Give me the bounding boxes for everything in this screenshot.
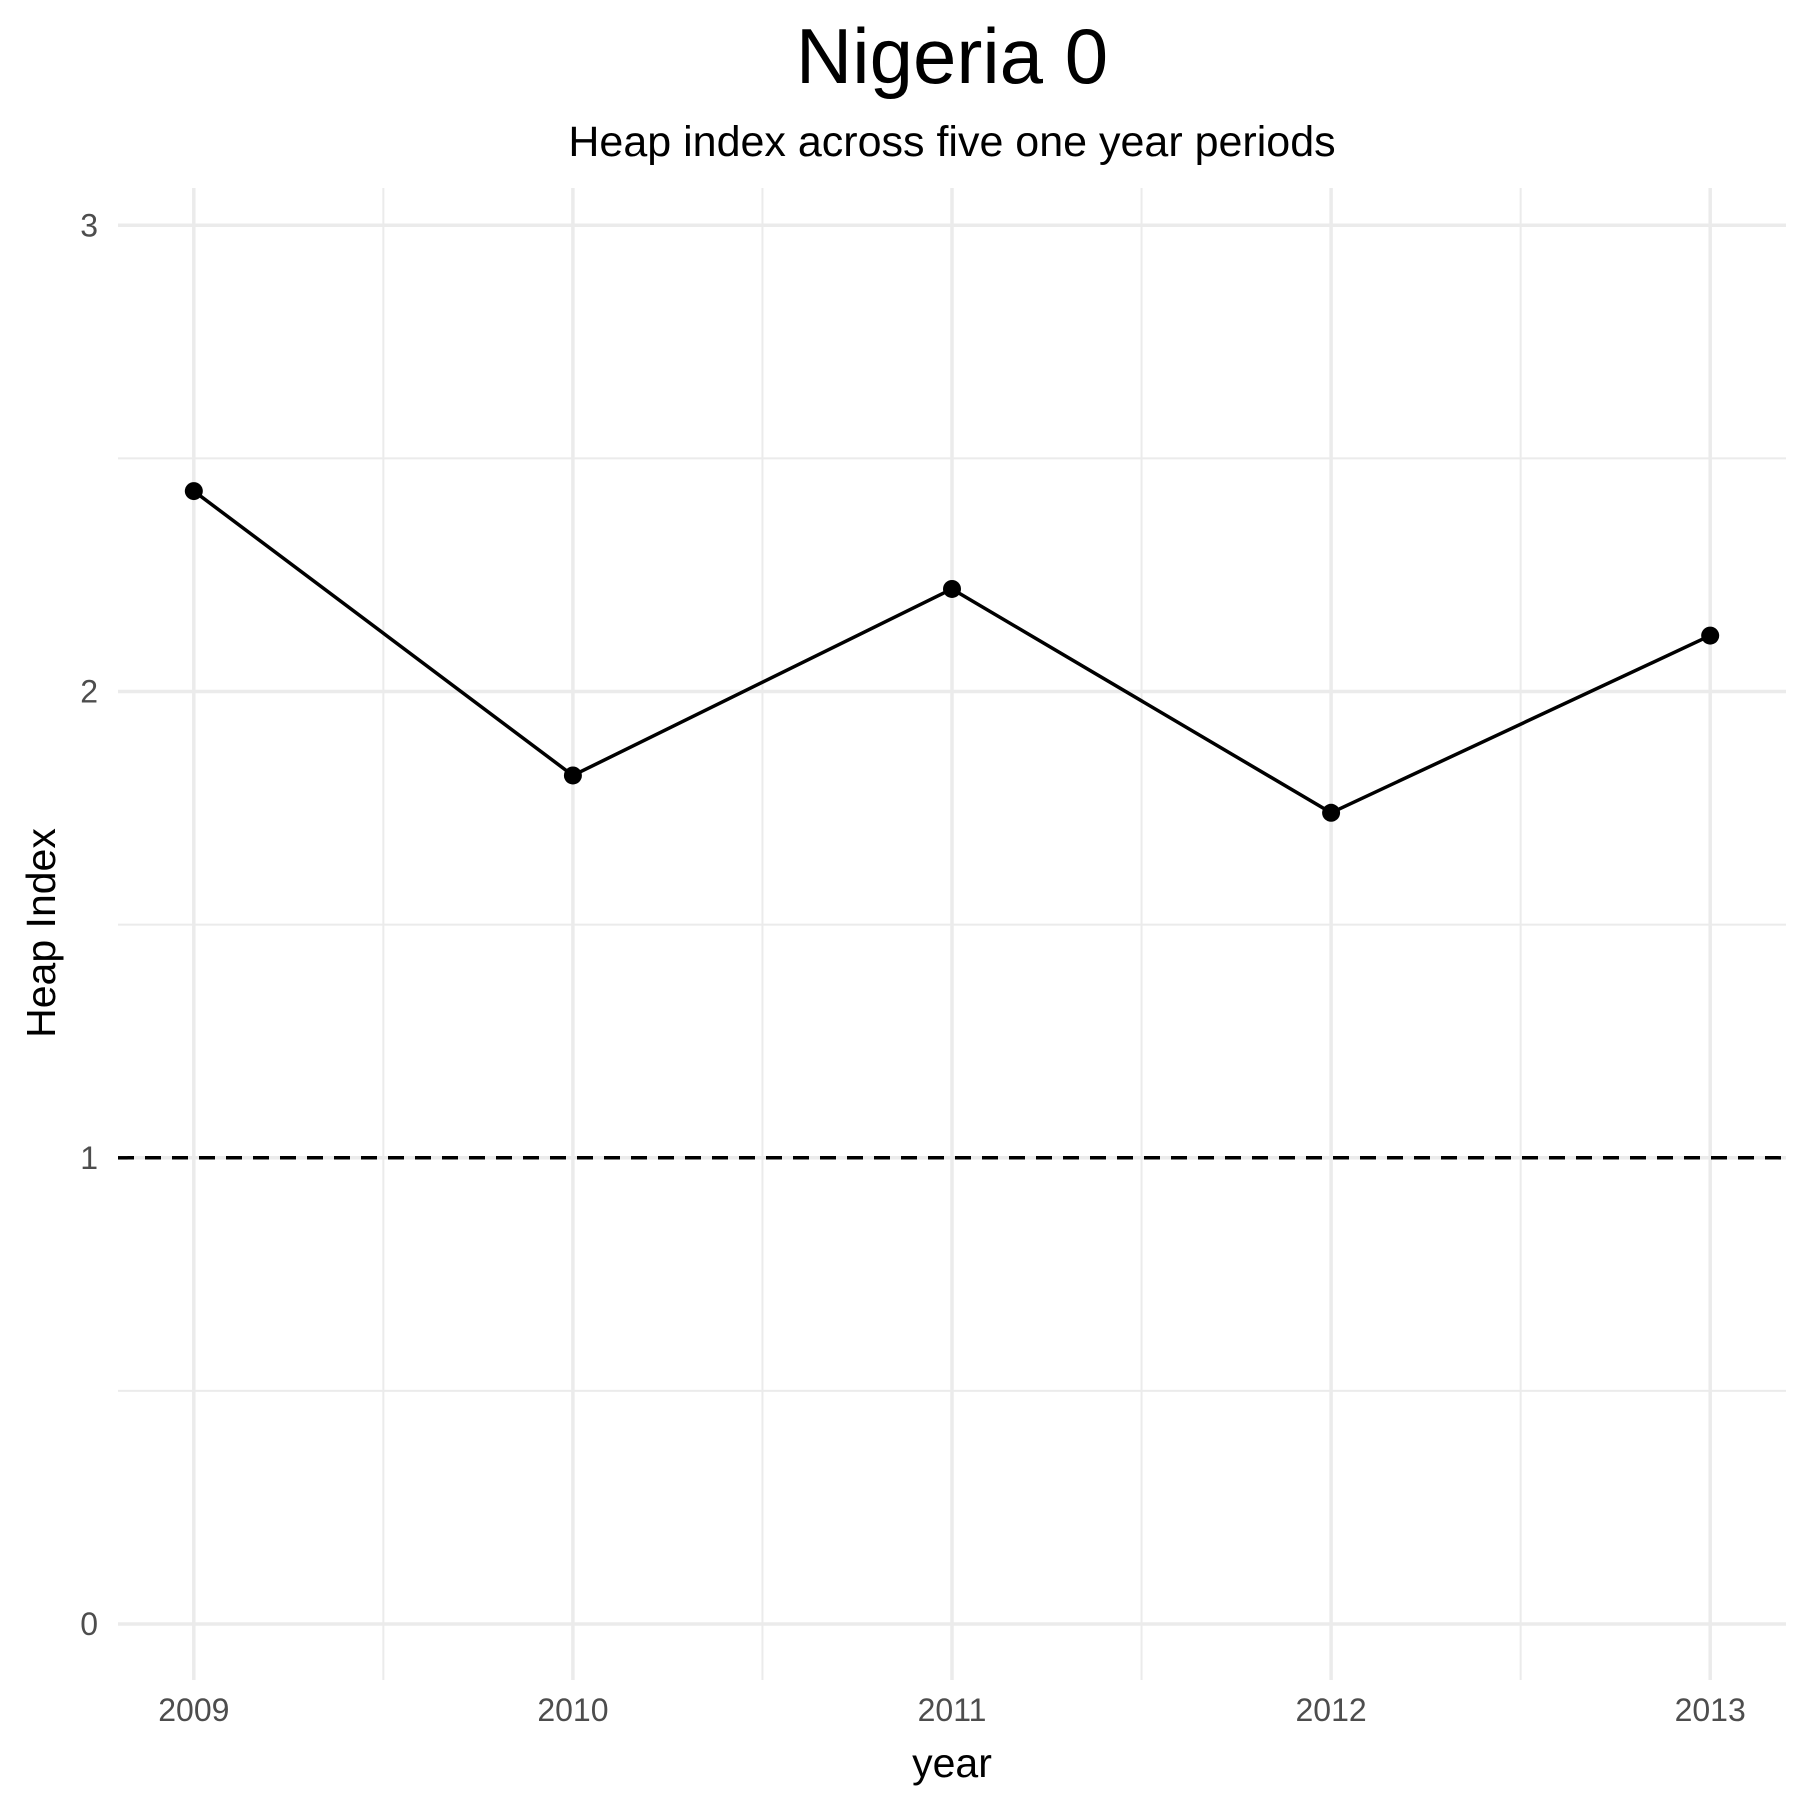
x-axis-title: year — [912, 1740, 992, 1786]
y-axis-ticks: 0 1 2 3 — [80, 207, 98, 1642]
data-point — [563, 766, 582, 785]
x-tick-label: 2013 — [1675, 1692, 1746, 1728]
y-tick-label: 1 — [80, 1140, 98, 1176]
x-tick-label: 2011 — [918, 1692, 987, 1728]
x-tick-label: 2009 — [158, 1692, 229, 1728]
data-points-group — [184, 482, 1720, 822]
x-axis-ticks: 2009 2010 2011 2012 2013 — [158, 1692, 1746, 1728]
y-tick-label: 0 — [80, 1606, 98, 1642]
chart-title: Nigeria 0 — [796, 12, 1108, 100]
chart-subtitle: Heap index across five one year periods — [568, 118, 1335, 166]
y-tick-label: 3 — [80, 207, 98, 243]
data-point — [184, 482, 203, 501]
data-point — [1701, 626, 1720, 645]
x-tick-label: 2010 — [537, 1692, 608, 1728]
y-axis-title: Heap Index — [18, 828, 64, 1038]
x-tick-label: 2012 — [1295, 1692, 1366, 1728]
data-point — [943, 579, 961, 598]
y-tick-label: 2 — [80, 674, 98, 710]
data-point — [1322, 803, 1341, 822]
